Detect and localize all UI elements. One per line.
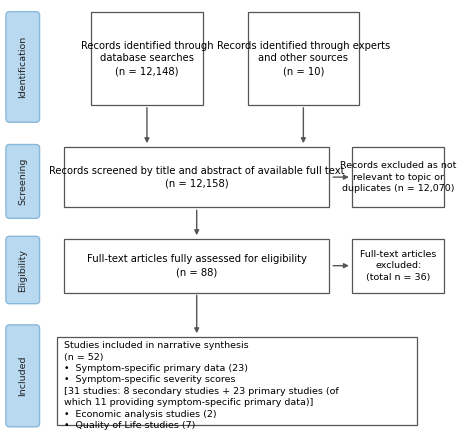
Text: Records identified through experts
and other sources
(n = 10): Records identified through experts and o… xyxy=(217,41,390,76)
FancyBboxPatch shape xyxy=(91,12,202,105)
FancyBboxPatch shape xyxy=(6,12,39,122)
FancyBboxPatch shape xyxy=(6,145,39,219)
FancyBboxPatch shape xyxy=(6,325,39,427)
FancyBboxPatch shape xyxy=(352,238,444,293)
FancyBboxPatch shape xyxy=(64,147,329,207)
FancyBboxPatch shape xyxy=(352,147,444,207)
Text: Screening: Screening xyxy=(18,158,27,205)
Text: Full-text articles
excluded:
(total n = 36): Full-text articles excluded: (total n = … xyxy=(360,250,437,282)
FancyBboxPatch shape xyxy=(6,236,39,304)
FancyBboxPatch shape xyxy=(57,337,417,425)
FancyBboxPatch shape xyxy=(64,238,329,293)
Text: Included: Included xyxy=(18,356,27,396)
Text: Identification: Identification xyxy=(18,36,27,98)
FancyBboxPatch shape xyxy=(247,12,359,105)
Text: Eligibility: Eligibility xyxy=(18,248,27,292)
Text: Records screened by title and abstract of available full text
(n = 12,158): Records screened by title and abstract o… xyxy=(49,166,345,188)
Text: Full-text articles fully assessed for eligibility
(n = 88): Full-text articles fully assessed for el… xyxy=(87,254,307,277)
Text: Studies included in narrative synthesis
(n = 52)
•  Symptom-specific primary dat: Studies included in narrative synthesis … xyxy=(64,341,339,430)
Text: Records excluded as not
relevant to topic or
duplicates (n = 12,070): Records excluded as not relevant to topi… xyxy=(340,161,456,193)
Text: Records identified through
database searches
(n = 12,148): Records identified through database sear… xyxy=(81,41,213,76)
